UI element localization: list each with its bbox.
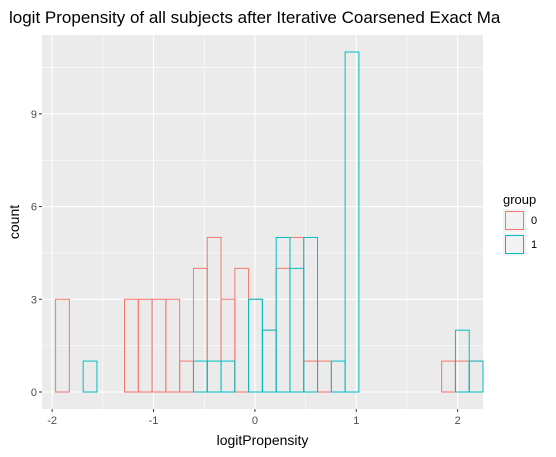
x-axis: -2 -1 0 1 2 <box>47 409 461 427</box>
bar-series-0-bin-0 <box>55 298 70 393</box>
legend-key-bg <box>503 209 526 232</box>
y-axis-title: count <box>6 205 22 239</box>
legend-swatch <box>505 211 524 230</box>
bar-series-1-bin-21 <box>344 51 360 393</box>
legend-title: group <box>503 192 536 207</box>
x-tick-label: 1 <box>353 415 359 427</box>
grid-minor <box>42 35 483 409</box>
x-tick-label: 0 <box>252 415 258 427</box>
x-axis-title: logitPropensity <box>217 432 309 448</box>
bar-series-1-bin-12 <box>220 360 236 393</box>
legend-label: 0 <box>531 215 537 227</box>
legend-label: 1 <box>531 239 537 251</box>
bar-series-1-bin-30 <box>468 360 484 393</box>
series-1 <box>82 51 484 393</box>
x-tick-label: 2 <box>455 415 461 427</box>
bar-series-0-bin-8 <box>165 298 181 393</box>
legend-item-0: 0 <box>503 209 537 232</box>
y-tick-label: 9 <box>31 109 37 121</box>
y-tick-label: 3 <box>31 294 37 306</box>
x-tick-label: -1 <box>149 415 159 427</box>
y-tick-label: 0 <box>31 387 37 399</box>
legend-item-1: 1 <box>503 233 537 256</box>
legend-swatch <box>505 235 524 254</box>
legend-items: 01 <box>503 209 537 256</box>
legend-key-bg <box>503 233 526 256</box>
y-tick-label: 6 <box>31 202 37 214</box>
bar-series-1-bin-18 <box>303 236 319 393</box>
bar-series-1-bin-2 <box>82 360 98 393</box>
bars <box>55 51 484 393</box>
x-tick-label: -2 <box>47 415 57 427</box>
legend: group 01 <box>503 192 537 256</box>
chart-title: logit Propensity of all subjects after I… <box>9 8 501 27</box>
y-axis: 0 3 6 9 <box>31 109 42 399</box>
